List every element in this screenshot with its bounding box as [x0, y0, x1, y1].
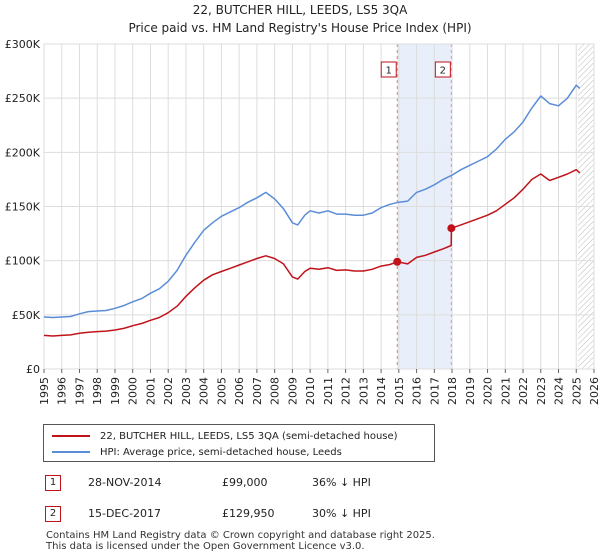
legend-item-hpi: HPI: Average price, semi-detached house,… [52, 444, 342, 460]
legend-item-property: 22, BUTCHER HILL, LEEDS, LS5 3QA (semi-d… [52, 428, 398, 444]
y-tick-label: £250K [5, 92, 41, 105]
x-tick-label: 2022 [517, 377, 530, 405]
transaction-2-price: £129,950 [222, 507, 275, 520]
property-series-line [43, 168, 581, 337]
x-tick-label: 2011 [322, 377, 335, 405]
x-tick-label: 2013 [357, 377, 370, 405]
y-tick-label: £0 [26, 363, 40, 376]
x-tick-label: 2012 [340, 377, 353, 405]
transaction-2-date: 15-DEC-2017 [88, 507, 162, 520]
transaction-2-hpi: 30% ↓ HPI [312, 507, 371, 520]
transaction-1-hpi: 36% ↓ HPI [312, 476, 371, 489]
x-tick-label: 2019 [464, 377, 477, 405]
x-tick-label: 1996 [56, 377, 69, 405]
chart-title-line-1: 22, BUTCHER HILL, LEEDS, LS5 3QA [192, 3, 408, 17]
y-tick-label: £50K [12, 309, 41, 322]
transaction-1-box [380, 61, 397, 78]
x-tick-label: 1999 [109, 377, 122, 405]
x-tick-label: 2002 [162, 377, 175, 405]
legend-swatch-hpi [52, 451, 90, 453]
transaction-1-price: £99,000 [222, 476, 268, 489]
footer-copyright: Contains HM Land Registry data © Crown c… [46, 530, 435, 541]
x-tick-label: 2015 [393, 377, 406, 405]
x-tick-label: 1998 [91, 377, 104, 405]
price-chart: £0 £50K £100K £150K £200K £250K £300K 1995 1996 1… [5, 38, 600, 405]
x-tick-label: 2001 [144, 377, 157, 405]
x-tick-label: 2026 [588, 377, 600, 405]
transaction-1-point [393, 257, 402, 266]
legend-label-hpi: HPI: Average price, semi-detached house,… [100, 446, 342, 458]
x-tick-label: 2025 [570, 377, 583, 405]
x-tick-label: 2020 [482, 377, 495, 405]
footer: Contains HM Land Registry data © Crown c… [46, 530, 435, 552]
y-tick-label: £300K [5, 38, 41, 51]
x-tick-label: 1995 [38, 377, 51, 405]
footer-licence: This data is licensed under the Open Gov… [46, 541, 365, 552]
x-tick-label: 2003 [180, 377, 193, 405]
x-tick-label: 1997 [73, 377, 86, 405]
x-tick-label: 2004 [198, 377, 211, 405]
x-tick-label: 2021 [499, 377, 512, 405]
x-tick-label: 2006 [233, 377, 246, 405]
hpi-series-line [43, 84, 581, 319]
legend-swatch-property [52, 435, 90, 437]
transaction-1-label: 1 [386, 66, 392, 77]
transaction-2-label: 2 [440, 66, 446, 77]
x-tick-label: 2010 [304, 377, 317, 405]
y-tick-label: £150K [5, 201, 41, 214]
x-tick-label: 2023 [535, 377, 548, 405]
legend-label-property: 22, BUTCHER HILL, LEEDS, LS5 3QA (semi-d… [100, 430, 398, 442]
transaction-1-number: 1 [45, 475, 61, 491]
x-tick-label: 2009 [286, 377, 299, 405]
transaction-2-point [447, 224, 456, 233]
x-tick-label: 2008 [269, 377, 282, 405]
x-tick-label: 2017 [428, 377, 441, 405]
x-tick-label: 2005 [215, 377, 228, 405]
transaction-1-date: 28-NOV-2014 [88, 476, 162, 489]
transaction-2-number: 2 [45, 506, 61, 522]
x-tick-label: 2000 [127, 377, 140, 405]
x-tick-label: 2014 [375, 377, 388, 405]
transaction-2-box [434, 61, 451, 78]
legend: 22, BUTCHER HILL, LEEDS, LS5 3QA (semi-d… [43, 424, 435, 462]
chart-title-line-2: Price paid vs. HM Land Registry's House … [128, 21, 472, 35]
x-tick-label: 2007 [251, 377, 264, 405]
y-tick-label: £100K [5, 255, 41, 268]
y-tick-label: £200K [5, 146, 41, 159]
x-tick-label: 2018 [446, 377, 459, 405]
x-tick-label: 2024 [553, 377, 566, 405]
x-tick-label: 2016 [411, 377, 424, 405]
